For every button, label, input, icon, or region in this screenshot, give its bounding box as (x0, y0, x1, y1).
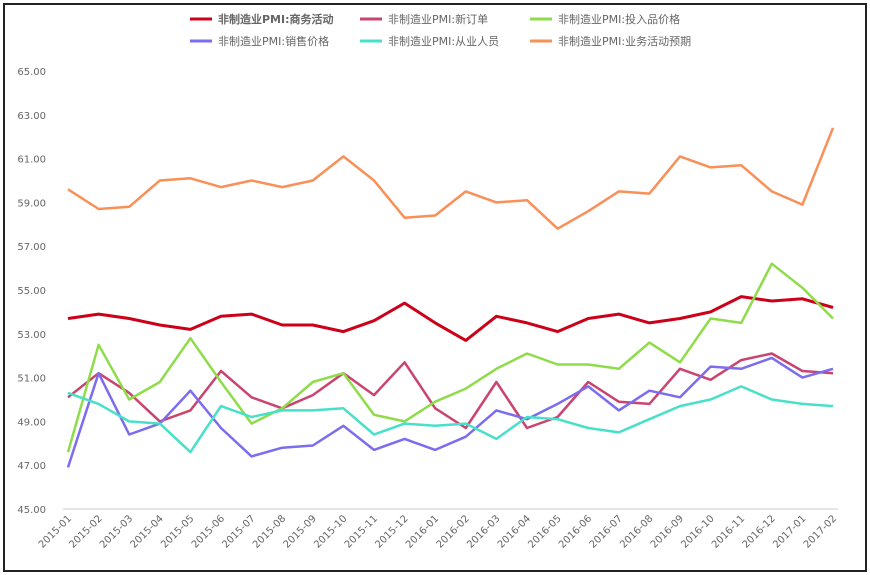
series-line-1 (67, 352, 834, 430)
y-tick-label: 57.00 (17, 242, 46, 253)
legend-label: 非制造业PMI:业务活动预期 (558, 34, 691, 48)
y-tick-label: 47.00 (17, 461, 46, 472)
y-tick-label: 53.00 (17, 330, 46, 341)
legend-label: 非制造业PMI:新订单 (388, 12, 488, 26)
legend-label: 非制造业PMI:从业人员 (388, 34, 499, 48)
y-tick-label: 51.00 (17, 374, 46, 385)
y-tick-label: 61.00 (17, 155, 46, 166)
y-tick-label: 63.00 (17, 111, 46, 122)
series-line-5 (67, 127, 835, 230)
y-tick-label: 45.00 (17, 505, 46, 516)
y-tick-label: 65.00 (17, 67, 46, 78)
x-tick-label: 2017-02 (802, 513, 839, 550)
legend-label: 非制造业PMI:销售价格 (218, 34, 329, 48)
legend-label: 非制造业PMI:投入品价格 (558, 12, 680, 26)
legend-label: 非制造业PMI:商务活动 (218, 12, 334, 26)
series-line-0 (67, 295, 834, 342)
series-line-3 (66, 356, 834, 468)
series-line-2 (66, 262, 834, 453)
y-tick-label: 55.00 (17, 286, 46, 297)
series-line-4 (67, 385, 834, 454)
chart-frame (3, 3, 867, 572)
y-tick-label: 49.00 (17, 417, 46, 428)
y-tick-label: 59.00 (17, 198, 46, 209)
